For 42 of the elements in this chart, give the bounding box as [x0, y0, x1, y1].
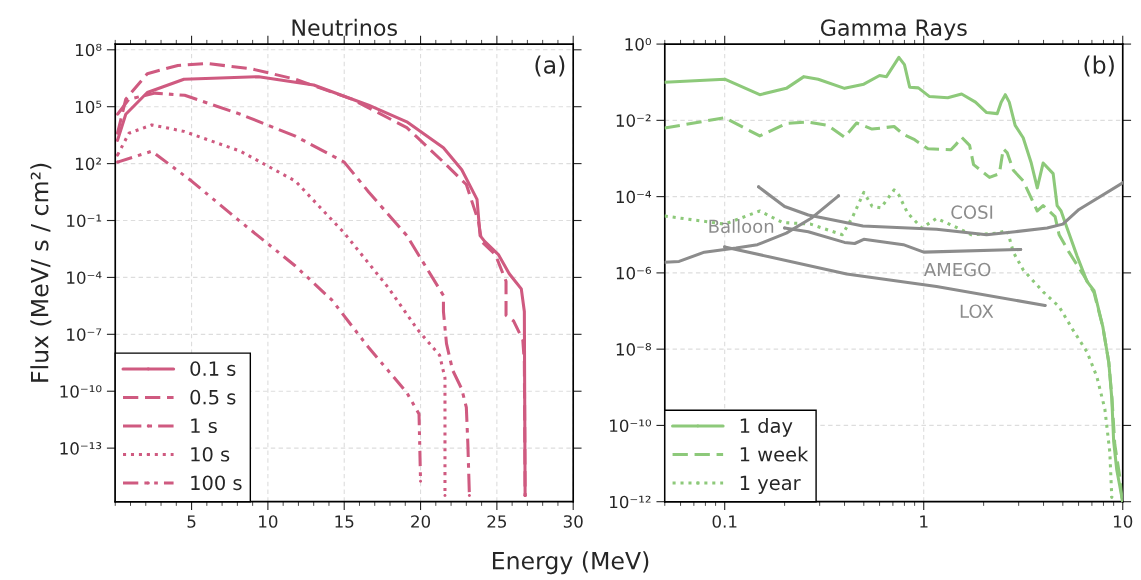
y-tick-label: 10⁻⁴: [67, 271, 102, 284]
y-tick-label: 10⁻¹⁰: [610, 419, 652, 432]
x-tick-label: 20: [411, 515, 431, 528]
chart-title: Neutrinos: [292, 18, 397, 37]
annotation: Balloon: [709, 219, 774, 234]
legend-label: 1 week: [740, 446, 809, 462]
x-tick-label: 5: [187, 515, 196, 528]
annotation: (a): [535, 55, 565, 77]
legend-label: 0.1 s: [190, 361, 236, 376]
x-tick-label: 1: [920, 515, 928, 528]
legend-label: 1 day: [740, 418, 793, 437]
legend-label: 1 s: [191, 418, 217, 434]
y-tick-label: 10⁻⁶: [616, 266, 652, 280]
legend-label: 10 s: [191, 446, 230, 462]
y-tick-label: 10⁻¹: [67, 214, 102, 228]
y-tick-label: 10⁻¹⁰: [60, 385, 102, 398]
y-tick-label: 10²: [75, 157, 101, 171]
legend-label: 1 year: [740, 475, 801, 494]
x-tick-label: 10: [259, 515, 278, 528]
y-tick-label: 10⁻¹³: [60, 442, 102, 455]
annotation: AMEGO: [923, 262, 991, 277]
y-tick-label: 10⁻¹²: [610, 495, 651, 509]
y-tick-label: 10⁸: [75, 43, 102, 57]
annotation: (b): [1084, 55, 1114, 77]
chart-title: Gamma Rays: [820, 19, 967, 41]
x-tick-label: 10: [1113, 515, 1133, 528]
y-tick-label: 10⁻⁷: [67, 328, 102, 341]
y-tick-label: 10⁵: [75, 100, 102, 114]
annotation: COSI: [951, 205, 993, 219]
y-tick-label: 10⁻²: [616, 114, 651, 127]
y-tick-label: 10⁰: [625, 38, 652, 51]
y-axis-title: Flux (MeV/ s / cm²): [30, 163, 52, 382]
y-tick-label: 10⁻⁸: [616, 343, 651, 356]
x-tick-label: 25: [487, 515, 507, 528]
legend-label: 0.5 s: [190, 389, 236, 405]
annotation: LOX: [960, 304, 994, 319]
x-tick-label: 0.1: [712, 515, 737, 528]
x-axis-title: Energy (MeV): [492, 551, 649, 575]
x-tick-label: 15: [335, 515, 354, 528]
legend-label: 100 s: [191, 475, 242, 491]
y-tick-label: 10⁻⁴: [616, 190, 652, 204]
x-tick-label: 30: [563, 515, 583, 528]
